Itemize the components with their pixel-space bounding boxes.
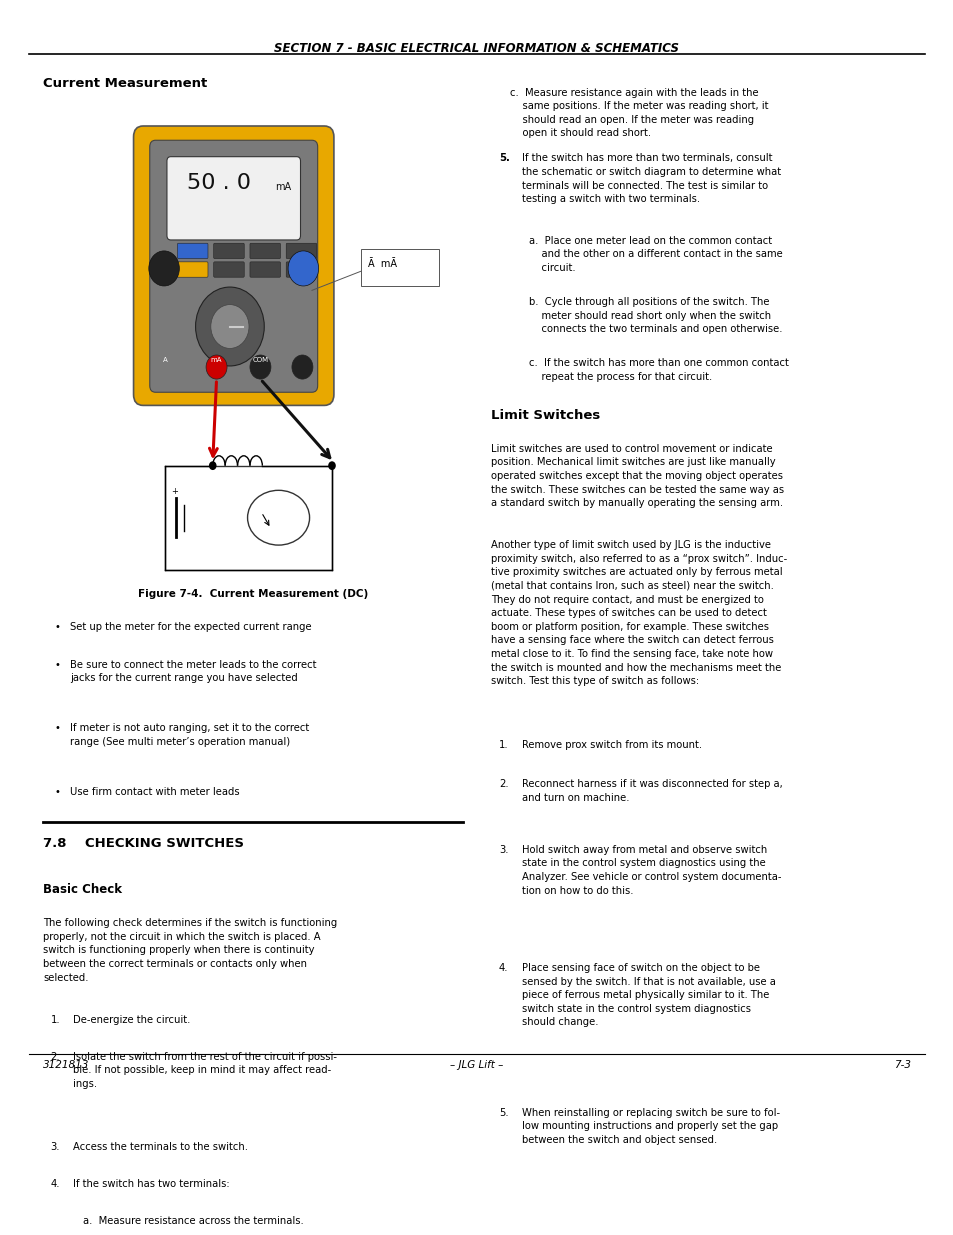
FancyBboxPatch shape [177,243,208,258]
Circle shape [206,354,227,379]
Text: If the switch has two terminals:: If the switch has two terminals: [73,1179,230,1189]
FancyBboxPatch shape [213,243,244,258]
Text: 2.: 2. [51,1052,60,1062]
Text: 7-3: 7-3 [893,1060,910,1070]
Text: 4.: 4. [498,963,508,973]
Bar [165,466,332,569]
Circle shape [292,354,313,379]
Text: •: • [54,787,60,797]
Text: – JLG Lift –: – JLG Lift – [450,1060,503,1070]
Circle shape [211,305,249,348]
Ellipse shape [247,490,309,545]
Text: Basic Check: Basic Check [43,883,122,897]
Text: mA: mA [274,182,291,191]
Text: Be sure to connect the meter leads to the correct
jacks for the current range yo: Be sure to connect the meter leads to th… [70,659,315,683]
Text: COM: COM [253,357,268,363]
Circle shape [149,251,179,287]
Text: Reconnect harness if it was disconnected for step a,
and turn on machine.: Reconnect harness if it was disconnected… [521,779,781,803]
Text: c.  If the switch has more than one common contact
    repeat the process for th: c. If the switch has more than one commo… [529,358,788,382]
Text: •: • [54,622,60,632]
Text: a.  Place one meter lead on the common contact
    and the other on a different : a. Place one meter lead on the common co… [529,236,782,273]
Text: a.  Measure resistance across the terminals.: a. Measure resistance across the termina… [83,1216,303,1226]
Text: 50 . 0: 50 . 0 [187,173,252,193]
Text: SECTION 7 - BASIC ELECTRICAL INFORMATION & SCHEMATICS: SECTION 7 - BASIC ELECTRICAL INFORMATION… [274,42,679,54]
FancyBboxPatch shape [250,243,280,258]
Text: 4.: 4. [51,1179,60,1189]
Text: 5.: 5. [498,1108,508,1118]
Text: Another type of limit switch used by JLG is the inductive
proximity switch, also: Another type of limit switch used by JLG… [491,540,787,687]
FancyBboxPatch shape [167,157,300,240]
FancyBboxPatch shape [360,248,438,287]
Text: A: A [163,357,167,363]
Text: Hold switch away from metal and observe switch
state in the control system diagn: Hold switch away from metal and observe … [521,845,781,895]
Text: 3.: 3. [51,1141,60,1152]
Text: +: + [171,487,177,495]
Text: Limit switches are used to control movement or indicate
position. Mechanical lim: Limit switches are used to control movem… [491,443,783,508]
Text: Isolate the switch from the rest of the circuit if possi-
ble. If not possible, : Isolate the switch from the rest of the … [73,1052,337,1089]
Text: 1.: 1. [51,1015,60,1025]
Text: Figure 7-4.  Current Measurement (DC): Figure 7-4. Current Measurement (DC) [137,589,368,599]
Text: 2.: 2. [498,779,508,789]
Text: 3121813: 3121813 [43,1060,90,1070]
Text: •: • [54,659,60,669]
Text: Limit Switches: Limit Switches [491,409,600,421]
Text: Access the terminals to the switch.: Access the terminals to the switch. [73,1141,248,1152]
FancyBboxPatch shape [133,126,334,405]
Text: De-energize the circuit.: De-energize the circuit. [73,1015,191,1025]
Circle shape [250,354,271,379]
Text: Place sensing face of switch on the object to be
sensed by the switch. If that i: Place sensing face of switch on the obje… [521,963,775,1028]
FancyBboxPatch shape [213,262,244,277]
Circle shape [328,462,335,471]
FancyBboxPatch shape [250,262,280,277]
Text: 3.: 3. [498,845,508,855]
Circle shape [195,287,264,366]
Text: Use firm contact with meter leads: Use firm contact with meter leads [70,787,239,797]
Text: Remove prox switch from its mount.: Remove prox switch from its mount. [521,740,701,750]
Text: Ā  mĀ: Ā mĀ [368,258,396,268]
Text: Current Measurement: Current Measurement [43,77,207,90]
Text: b.  Cycle through all positions of the switch. The
    meter should read short o: b. Cycle through all positions of the sw… [529,296,782,335]
Text: 1.: 1. [498,740,508,750]
FancyBboxPatch shape [286,243,316,258]
Text: c.  Measure resistance again with the leads in the
    same positions. If the me: c. Measure resistance again with the lea… [510,88,768,138]
Text: If meter is not auto ranging, set it to the correct
range (See multi meter’s ope: If meter is not auto ranging, set it to … [70,724,309,747]
Text: The following check determines if the switch is functioning
properly, not the ci: The following check determines if the sw… [43,918,336,983]
Text: If the switch has more than two terminals, consult
the schematic or switch diagr: If the switch has more than two terminal… [521,153,781,204]
Text: 5.: 5. [498,153,509,163]
Text: mA: mA [211,357,222,363]
Circle shape [288,251,318,287]
Text: Set up the meter for the expected current range: Set up the meter for the expected curren… [70,622,311,632]
FancyBboxPatch shape [286,262,316,277]
Text: 7.8    CHECKING SWITCHES: 7.8 CHECKING SWITCHES [43,837,244,850]
FancyBboxPatch shape [150,141,317,393]
FancyBboxPatch shape [177,262,208,277]
Text: When reinstalling or replacing switch be sure to fol-
low mounting instructions : When reinstalling or replacing switch be… [521,1108,780,1145]
Text: •: • [54,724,60,734]
Circle shape [209,462,216,471]
